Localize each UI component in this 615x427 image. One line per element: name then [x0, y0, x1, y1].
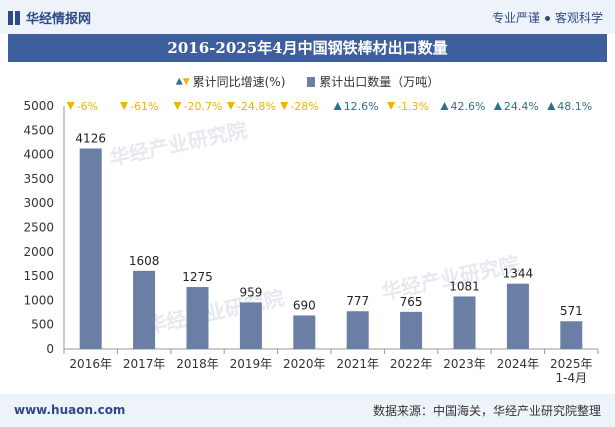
x-tick-label-8: 2024年 [497, 357, 540, 371]
y-tick-label-5: 2500 [23, 221, 54, 235]
growth-label-6: -1.3% [397, 100, 429, 113]
bar-1 [133, 270, 156, 349]
bar-3 [239, 302, 262, 349]
triangle-up-icon: ▲ [175, 76, 183, 87]
growth-marker-3 [226, 102, 235, 110]
y-tick-label-7: 3500 [23, 172, 54, 186]
top-bar: 华经情报网 专业严谨 客观科学 [0, 0, 615, 34]
x-tick-label-0: 2016年 [69, 357, 112, 371]
y-tick-label-9: 4500 [23, 123, 54, 137]
growth-marker-2 [173, 102, 182, 110]
legend-volume: 累计出口数量（万吨） [319, 75, 440, 89]
growth-marker-8 [493, 102, 502, 110]
x-tick-label-6: 2022年 [390, 357, 433, 371]
bar-value-label-3: 959 [239, 285, 262, 299]
chart-legend: ▲▼ 累计同比增速(%) 累计出口数量（万吨） [0, 73, 615, 90]
growth-label-8: 24.4% [504, 100, 539, 113]
growth-label-7: 42.6% [451, 100, 486, 113]
y-tick-label-2: 1000 [23, 293, 54, 307]
y-tick-label-0: 0 [46, 342, 54, 356]
y-tick-label-1: 500 [31, 318, 54, 332]
growth-label-1: -61% [130, 100, 158, 113]
slogan-left: 专业严谨 [491, 11, 540, 25]
x-tick-label-5: 2021年 [336, 357, 379, 371]
growth-label-2: -20.7% [184, 100, 223, 113]
y-tick-label-6: 3000 [23, 196, 54, 210]
slogan-right: 客观科学 [554, 11, 603, 25]
bar-value-label-6: 765 [400, 295, 423, 309]
bullet-dot-icon [544, 16, 550, 21]
bar-8 [506, 283, 529, 349]
growth-marker-0 [66, 102, 75, 110]
growth-marker-7 [440, 102, 449, 110]
y-tick-label-4: 2000 [23, 245, 54, 259]
bar-value-label-2: 1275 [182, 270, 213, 284]
growth-marker-6 [387, 102, 396, 110]
chart-title: 2016-2025年4月中国钢铁棒材出口数量 [8, 34, 607, 62]
brand[interactable]: 华经情报网 [8, 8, 91, 27]
bar-9 [560, 321, 583, 349]
slogan: 专业严谨 客观科学 [492, 9, 603, 26]
growth-label-4: -28% [290, 100, 318, 113]
bar-value-label-0: 4126 [75, 131, 106, 145]
data-source: 数据来源：中国海关，华经产业研究院整理 [372, 404, 601, 418]
bar-value-label-8: 1344 [503, 267, 534, 281]
bar-0 [79, 148, 102, 349]
brand-name: 华经情报网 [26, 12, 92, 27]
x-tick-label-2: 2018年 [176, 357, 219, 371]
growth-marker-1 [120, 102, 129, 110]
bar-6 [400, 311, 423, 349]
bar-value-label-5: 777 [346, 294, 369, 308]
x-tick-label-3: 2019年 [230, 357, 273, 371]
bar-5 [346, 311, 369, 349]
website-link[interactable]: www.huaon.com [14, 403, 126, 417]
growth-marker-4 [280, 102, 289, 110]
growth-marker-5 [333, 102, 342, 110]
legend-bar-swatch [307, 76, 316, 87]
y-tick-label-8: 4000 [23, 148, 54, 162]
bar-value-label-9: 571 [560, 304, 583, 318]
growth-marker-9 [547, 102, 556, 110]
bar-7 [453, 296, 476, 349]
bar-value-label-1: 1608 [129, 254, 160, 268]
bar-4 [293, 315, 316, 349]
y-tick-label-10: 5000 [23, 99, 54, 113]
footer: www.huaon.com 数据来源：中国海关，华经产业研究院整理 [0, 394, 615, 427]
growth-label-5: 12.6% [344, 100, 379, 113]
bar-value-label-7: 1081 [449, 279, 480, 293]
growth-label-9: 48.1% [557, 100, 592, 113]
y-tick-label-3: 1500 [23, 269, 54, 283]
growth-label-0: -6% [77, 100, 98, 113]
x-tick-label-1: 2017年 [123, 357, 166, 371]
x-tick-label-9: 2025年 1-4月 [550, 357, 593, 385]
brand-logo-icon [8, 10, 20, 25]
legend-growth: 累计同比增速(%) [192, 75, 286, 89]
bar-value-label-4: 690 [293, 298, 316, 312]
x-tick-label-7: 2023年 [443, 357, 486, 371]
x-tick-label-4: 2020年 [283, 357, 326, 371]
triangle-down-icon: ▼ [182, 76, 190, 87]
bar-2 [186, 287, 209, 349]
growth-label-3: -24.8% [237, 100, 276, 113]
